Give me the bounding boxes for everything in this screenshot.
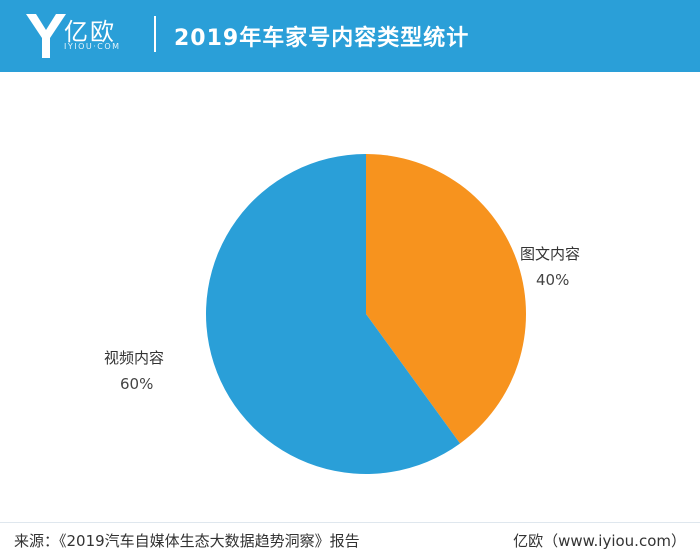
source-text: 来源：《2019汽车自媒体生态大数据趋势洞察》报告 [14,532,360,550]
credit-text: 亿欧（www.iyiou.com） [513,532,686,550]
page-title: 2019年车家号内容类型统计 [174,26,470,51]
slice-value-video: 60% [120,375,153,393]
slice-label-video: 视频内容 [104,349,164,367]
pie-slice-video [206,154,461,474]
pie-slice-graphic [366,154,527,444]
iyiou-logo-icon [26,14,66,58]
header-divider [154,16,156,52]
logo-subtext: IYIOU·COM [64,42,121,51]
slice-label-graphic: 图文内容 [520,245,580,263]
pie-slices [206,154,527,474]
slice-value-graphic: 40% [536,271,569,289]
footer-divider [0,522,700,523]
pie-chart: 图文内容 40% 视频内容 60% [104,154,580,474]
logo-text: 亿欧 [64,18,116,46]
header-bar: 亿欧 IYIOU·COM 2019年车家号内容类型统计 [0,0,700,72]
footer: 来源：《2019汽车自媒体生态大数据趋势洞察》报告 亿欧（www.iyiou.c… [0,524,700,558]
